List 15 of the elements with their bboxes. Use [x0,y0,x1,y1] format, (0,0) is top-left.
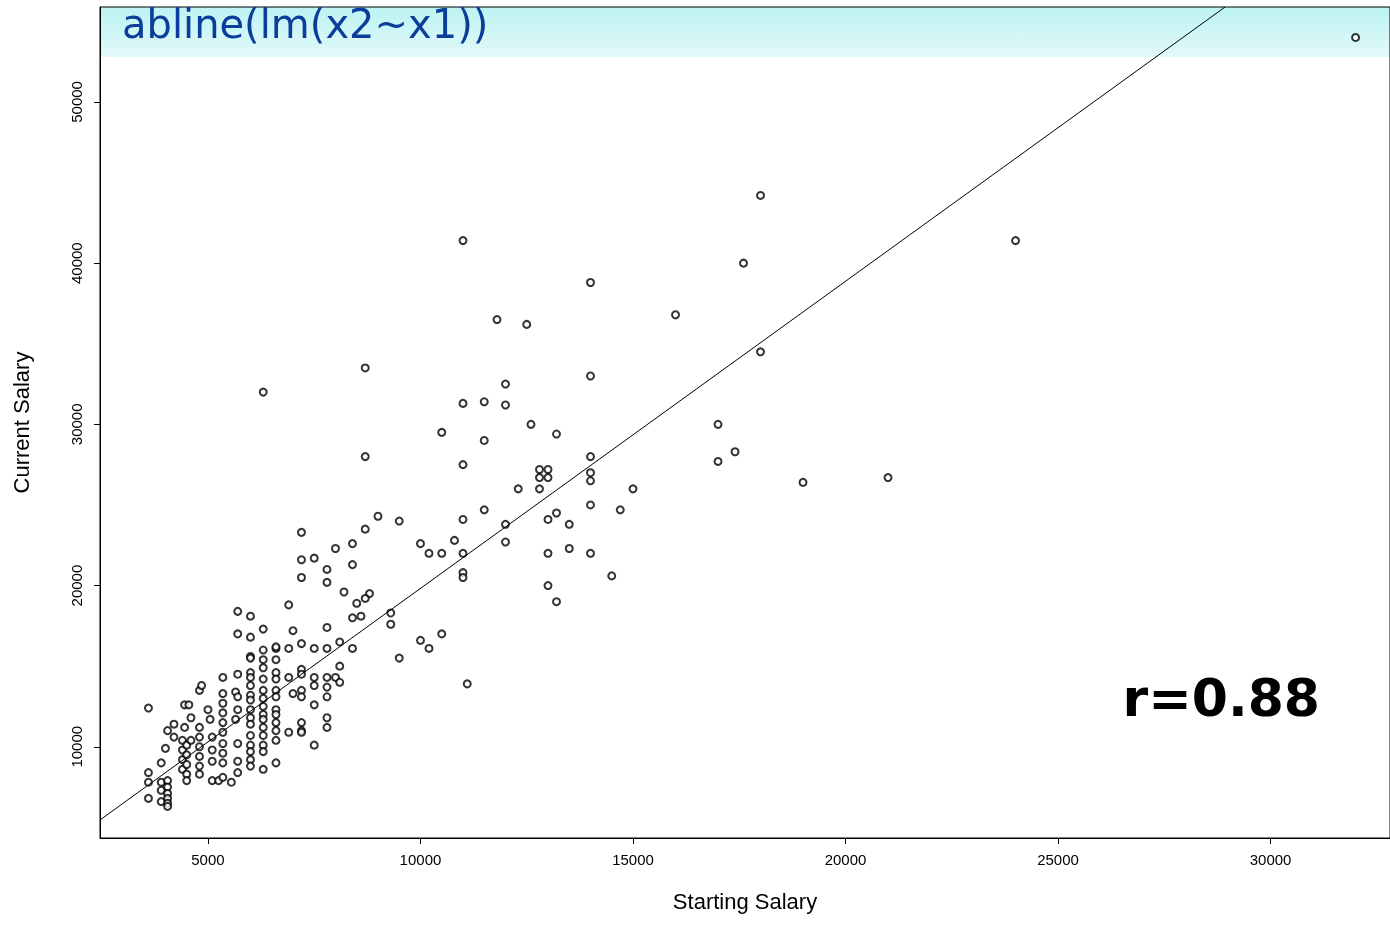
y-tick-label: 40000 [68,242,85,285]
y-tick-label: 30000 [68,403,85,446]
y-tick-label: 10000 [68,725,85,768]
x-tick-label: 5000 [191,851,225,868]
x-tick-label: 15000 [612,851,654,868]
x-axis-title: Starting Salary [672,888,818,914]
annotation: r=0.88 [1122,668,1320,728]
chart-title: abline(lm(x2~x1)) [122,0,489,48]
x-tick-label: 25000 [1037,851,1079,868]
x-tick-label: 20000 [824,851,867,868]
y-axis-title: Current Salary [8,351,34,494]
y-tick-label: 20000 [68,564,85,607]
y-tick-label: 50000 [68,81,85,123]
x-tick-label: 10000 [399,851,442,868]
x-tick-label: 30000 [1249,851,1292,868]
